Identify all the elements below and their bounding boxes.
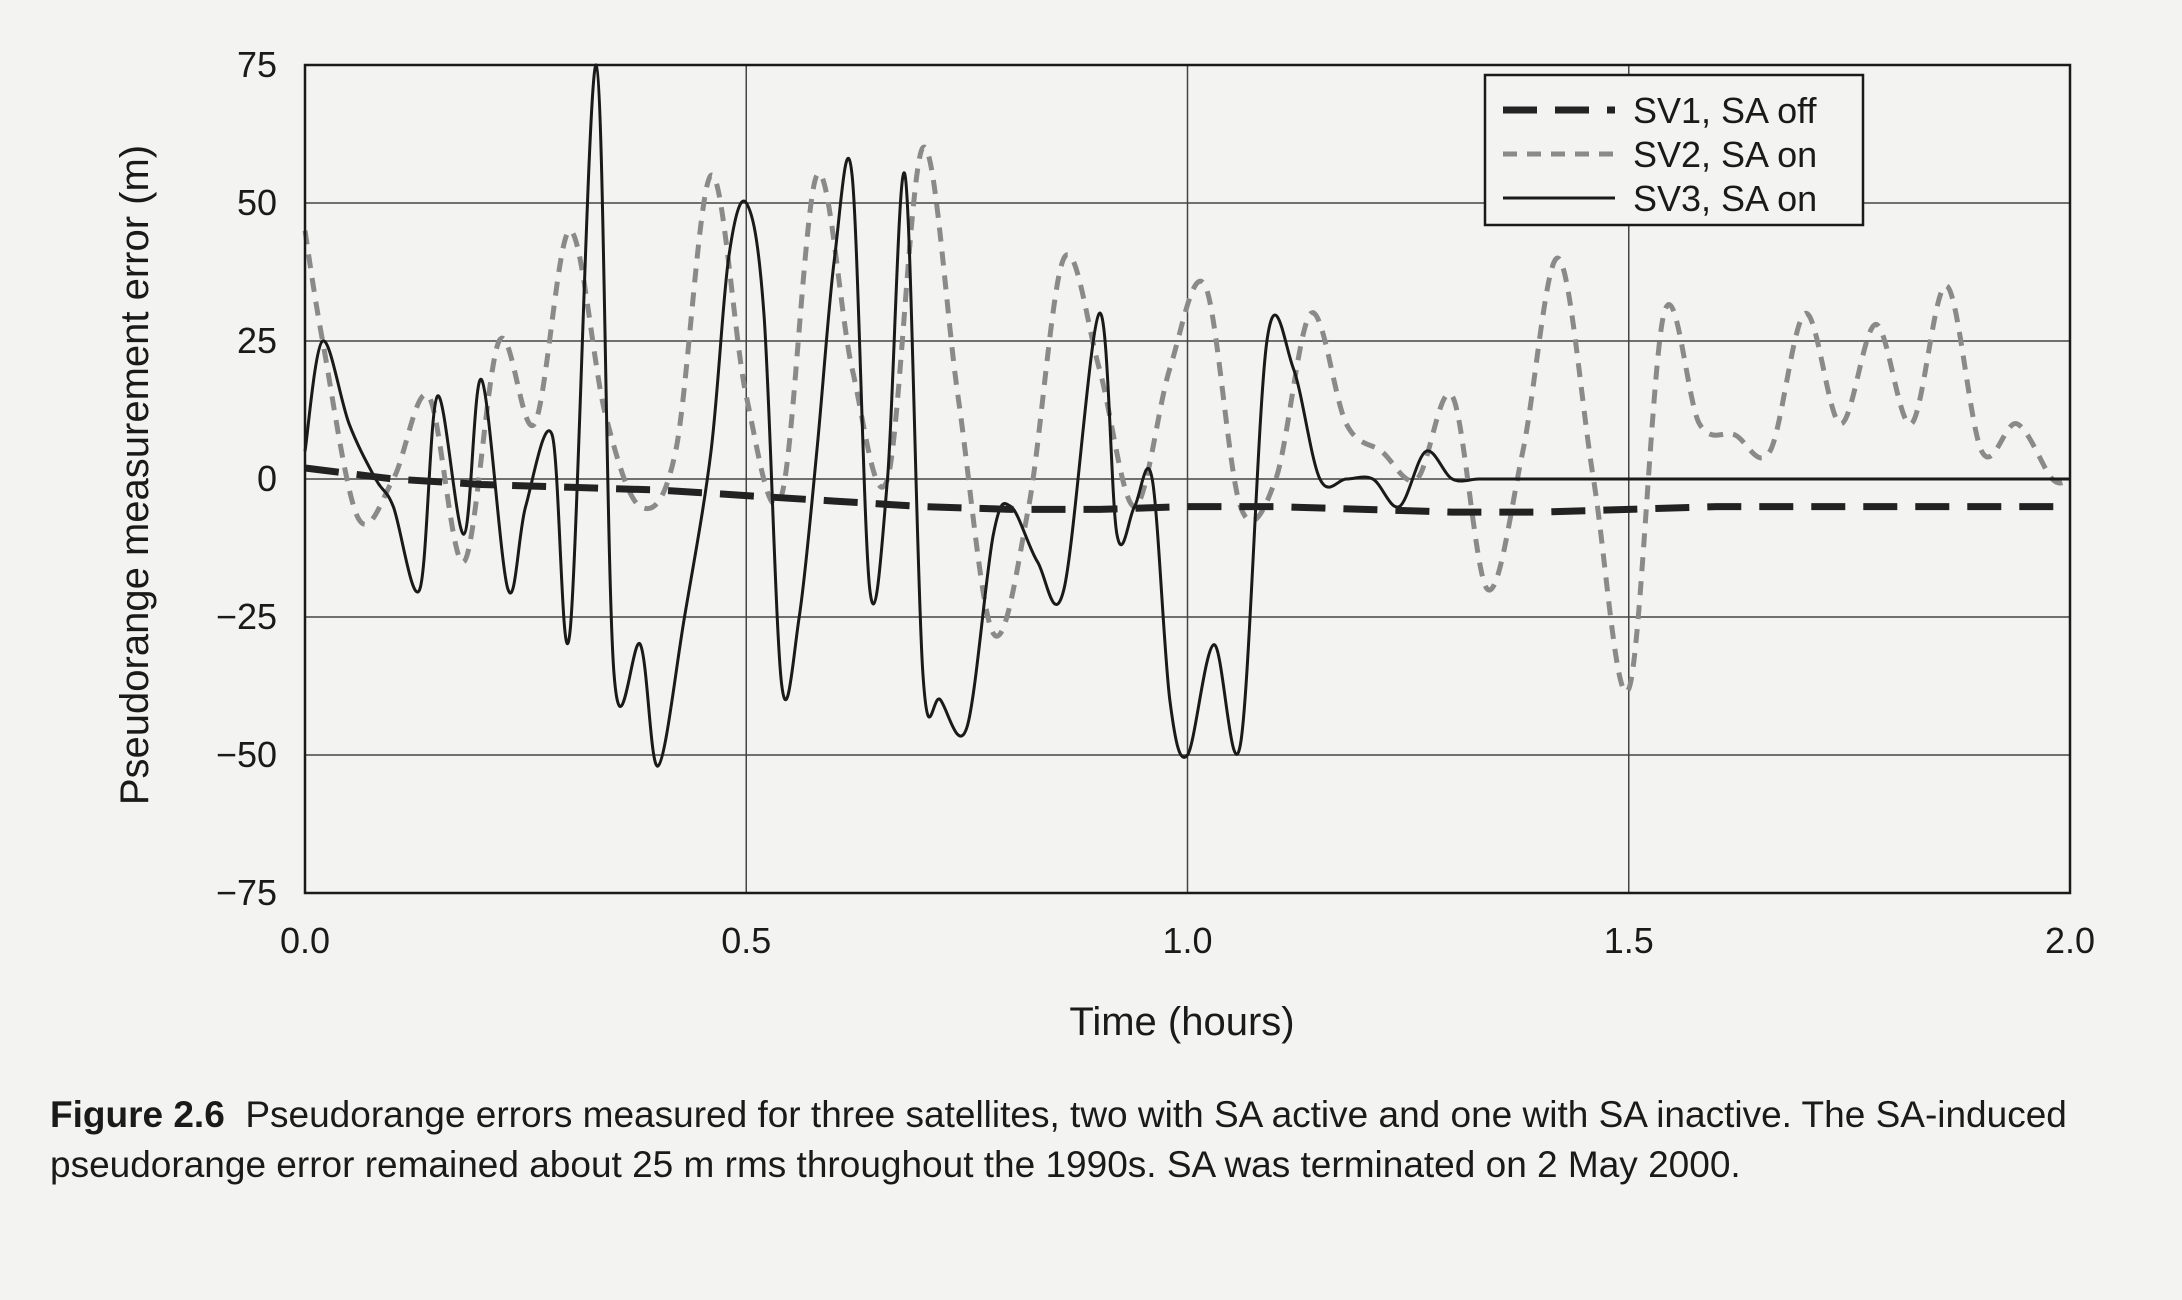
series-line-sv1 (304, 464, 2070, 516)
legend-label: SV2, SA on (1633, 134, 1817, 175)
x-axis-label: Time (hours) (1069, 1000, 1294, 1044)
y-tick-label: 75 (237, 44, 277, 85)
plot-frame (303, 63, 2072, 895)
x-tick-label: 2.0 (2045, 920, 2095, 961)
legend-box (1483, 73, 1865, 227)
y-axis-label: Pseudorange measurement error (m) (113, 145, 157, 805)
y-tick-label: 50 (237, 182, 277, 223)
y-tick-label: 0 (257, 458, 277, 499)
axes: 0.0 0.5 1.0 1.5 2.0 75 50 25 0 −25 −50 −75 (216, 44, 2095, 961)
y-tick-label: −50 (216, 734, 277, 775)
x-tick-label: 0.5 (721, 920, 771, 961)
x-tick-label: 1.0 (1162, 920, 1212, 961)
figure-caption: Figure 2.6 Pseudorange errors measured f… (50, 1090, 2140, 1190)
legend-label: SV1, SA off (1633, 90, 1817, 131)
legend-label: SV3, SA on (1633, 178, 1817, 219)
series-line-sv3 (303, 63, 2070, 768)
pseudorange-chart: 0.0 0.5 1.0 1.5 2.0 75 50 25 0 −25 −50 −75 SV1, SA … (113, 44, 2095, 1044)
y-tick-label: −25 (216, 596, 277, 637)
figure-label: Figure 2.6 (50, 1094, 225, 1135)
x-tick-label: 0.0 (280, 920, 330, 961)
y-tick-label: 25 (237, 320, 277, 361)
x-tick-label: 1.5 (1604, 920, 1654, 961)
caption-text: Pseudorange errors measured for three sa… (50, 1094, 2067, 1185)
y-tick-label: −75 (216, 872, 277, 913)
series-lines (302, 63, 2071, 768)
series-line-sv2 (302, 144, 2071, 695)
